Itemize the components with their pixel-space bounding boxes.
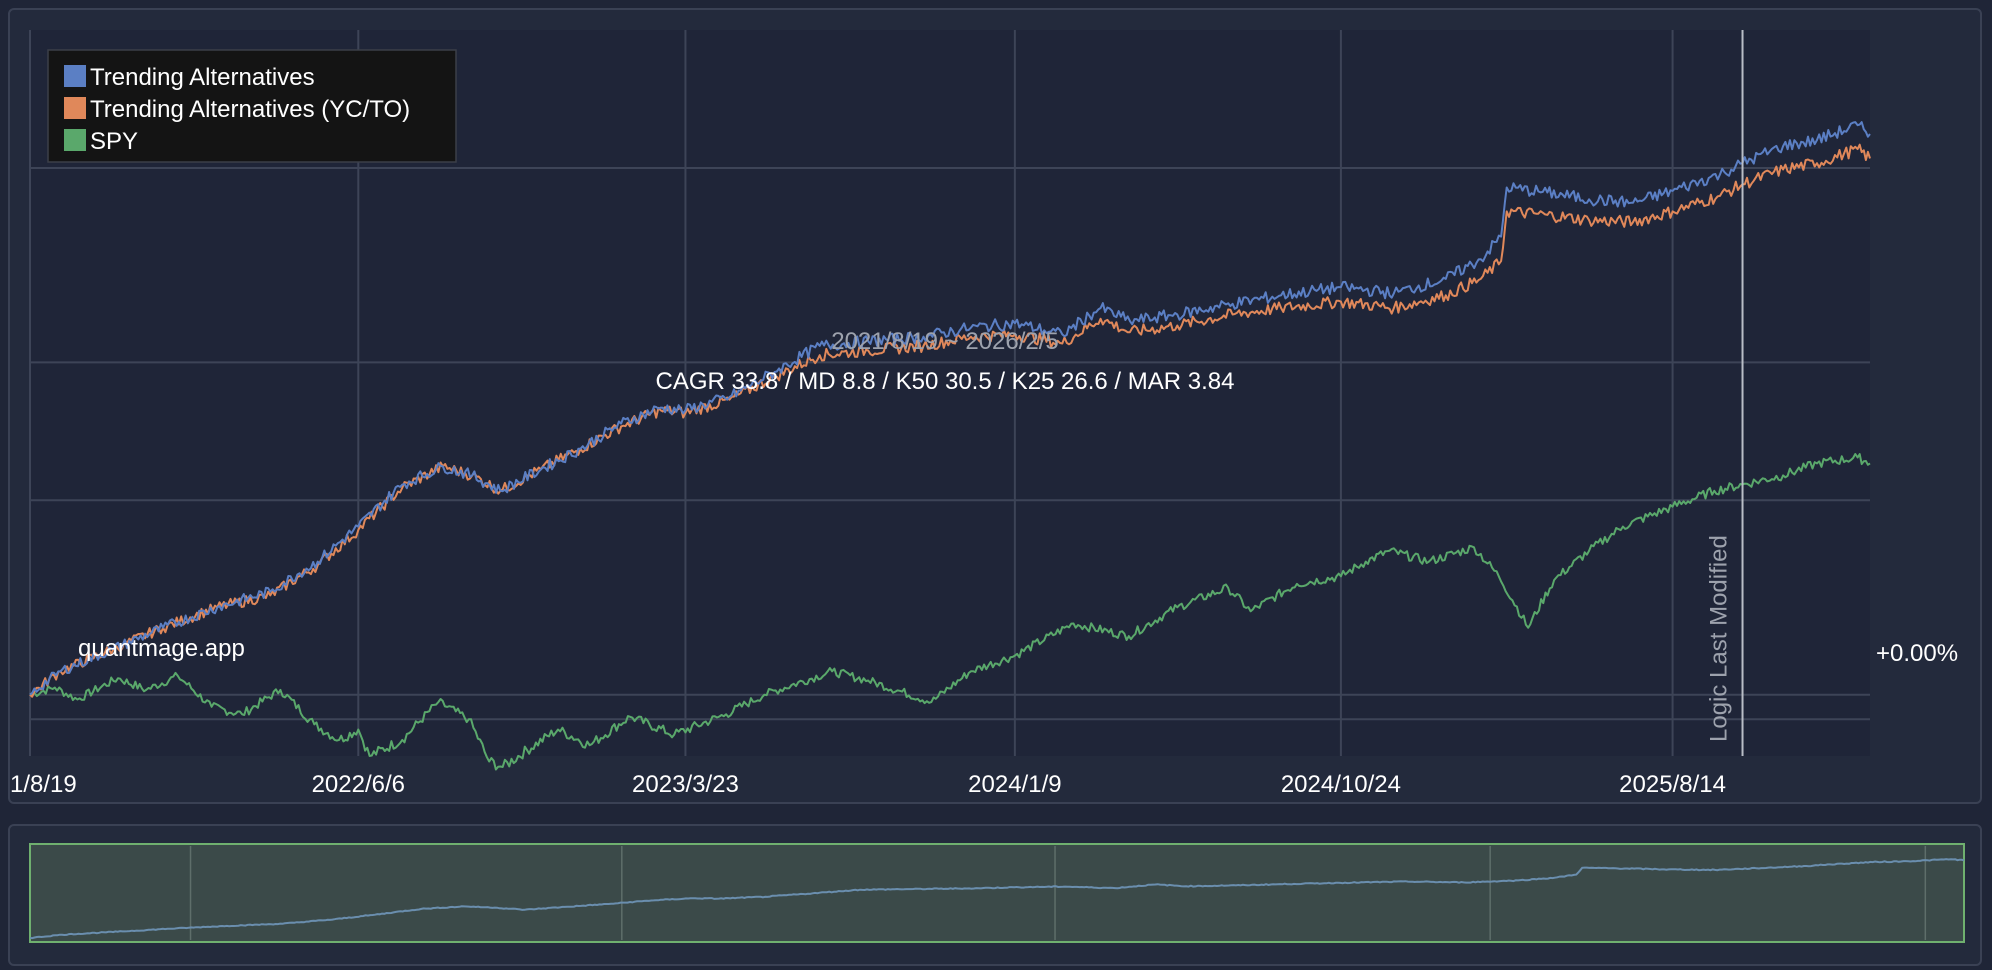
- marker-label: Logic Last Modified: [1706, 535, 1733, 742]
- legend-swatch-trending-alternatives: [64, 65, 86, 87]
- x-tick-label: 2022/6/6: [312, 771, 405, 798]
- navigator-selection[interactable]: [29, 843, 1965, 943]
- logic-marker: Logic Last Modified: [1706, 30, 1744, 756]
- legend: Trending Alternatives Trending Alternati…: [47, 49, 457, 163]
- watermark: quantmage.app: [78, 635, 245, 662]
- navigator-chart[interactable]: [10, 826, 1980, 964]
- series-line-spy: [29, 453, 1871, 771]
- stats-label: CAGR 33.8 / MD 8.8 / K50 30.5 / K25 26.6…: [656, 368, 1235, 395]
- date-range-label: 2021/8/19 ~ 2026/2/5: [831, 328, 1059, 355]
- navigator-gridlines: [189, 846, 1927, 940]
- series-line-trending-alternatives-yc-to: [29, 143, 1871, 698]
- x-tick-label: 2023/3/23: [632, 771, 739, 798]
- legend-swatch-trending-alternatives-yc-to: [64, 97, 86, 119]
- navigator-series-line: [29, 858, 1965, 940]
- x-tick-label: 2025/8/14: [1619, 771, 1726, 798]
- x-tick-label: 2024/10/24: [1281, 771, 1401, 798]
- legend-swatch-spy: [64, 129, 86, 151]
- baseline-label: +0.00%: [1876, 640, 1958, 667]
- series-line-trending-alternatives: [29, 121, 1871, 696]
- series-lines: [29, 121, 1871, 771]
- x-tick-label: 2024/1/9: [968, 771, 1061, 798]
- main-chart[interactable]: Logic Last Modified 1/8/19 2022/6/6 2023/3…: [10, 10, 1980, 802]
- chart-panel: Logic Last Modified 1/8/19 2022/6/6 2023/3…: [8, 8, 1982, 804]
- gridlines: [29, 30, 1870, 756]
- navigator-panel: [8, 824, 1982, 966]
- legend-box: [47, 49, 457, 163]
- legend-label-spy: SPY: [90, 128, 138, 155]
- x-axis-ticks: 1/8/19 2022/6/6 2023/3/23 2024/1/9 2024/10/2…: [10, 771, 1726, 798]
- legend-label-trending-alternatives-yc-to: Trending Alternatives (YC/TO): [90, 96, 410, 123]
- x-tick-label: 1/8/19: [10, 771, 77, 798]
- legend-label-trending-alternatives: Trending Alternatives: [90, 64, 315, 91]
